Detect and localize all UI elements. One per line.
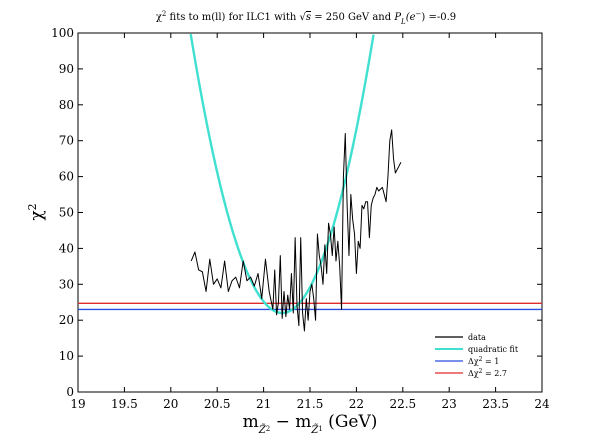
legend-label-delta-chi2-2-7: Δχ2 = 2.7: [468, 368, 507, 379]
y-tick-label: 60: [59, 170, 74, 184]
legend-entry-delta-chi2-1: Δχ2 = 1: [435, 356, 499, 367]
x-tick-label: 24: [534, 397, 550, 411]
x-tick-label: 23: [442, 397, 457, 411]
y-tick-label: 30: [59, 277, 74, 291]
chart-title: χ2 fits to m(ll) for ILC1 with √s = 250 …: [156, 10, 456, 26]
legend-entry-data: data: [435, 333, 486, 342]
y-tick-label: 10: [59, 349, 74, 363]
x-tick-label: 20: [163, 397, 178, 411]
y-tick-label: 0: [66, 385, 74, 399]
legend-label-quadratic-fit: quadratic fit: [468, 345, 519, 354]
legend: data quadratic fit Δχ2 = 1 Δχ2 = 2.7: [435, 333, 519, 378]
x-axis-ticks: 19 19.5 20 20.5 21 21.5 22 22.5 23 23.5 24: [70, 33, 550, 411]
x-axis-title: mZ̃2 − mZ̃1 (GeV): [243, 412, 378, 436]
legend-entry-quadratic-fit: quadratic fit: [435, 345, 519, 354]
legend-label-delta-chi2-1: Δχ2 = 1: [468, 356, 499, 367]
y-tick-label: 50: [59, 206, 74, 220]
legend-label-data: data: [468, 333, 486, 342]
x-tick-label: 23.5: [482, 397, 509, 411]
series-line-data: [190, 129, 402, 332]
x-tick-label: 20.5: [204, 397, 231, 411]
x-tick-label: 22.5: [389, 397, 416, 411]
x-tick-label: 19: [70, 397, 85, 411]
y-tick-label: 90: [59, 62, 74, 76]
legend-entry-delta-chi2-2-7: Δχ2 = 2.7: [435, 368, 507, 379]
x-tick-label: 21.5: [297, 397, 324, 411]
y-tick-label: 20: [59, 313, 74, 327]
y-tick-label: 80: [59, 98, 74, 112]
y-tick-label: 100: [51, 26, 74, 40]
y-tick-label: 70: [59, 134, 74, 148]
x-tick-label: 19.5: [111, 397, 138, 411]
y-tick-label: 40: [59, 241, 74, 255]
x-tick-label: 21: [256, 397, 271, 411]
y-axis-title: χ2: [26, 203, 48, 220]
y-axis-ticks: 0 10 20 30 40 50 60 70 80 90 100: [51, 26, 542, 399]
series-layer: [78, 33, 542, 332]
x-tick-label: 22: [349, 397, 364, 411]
